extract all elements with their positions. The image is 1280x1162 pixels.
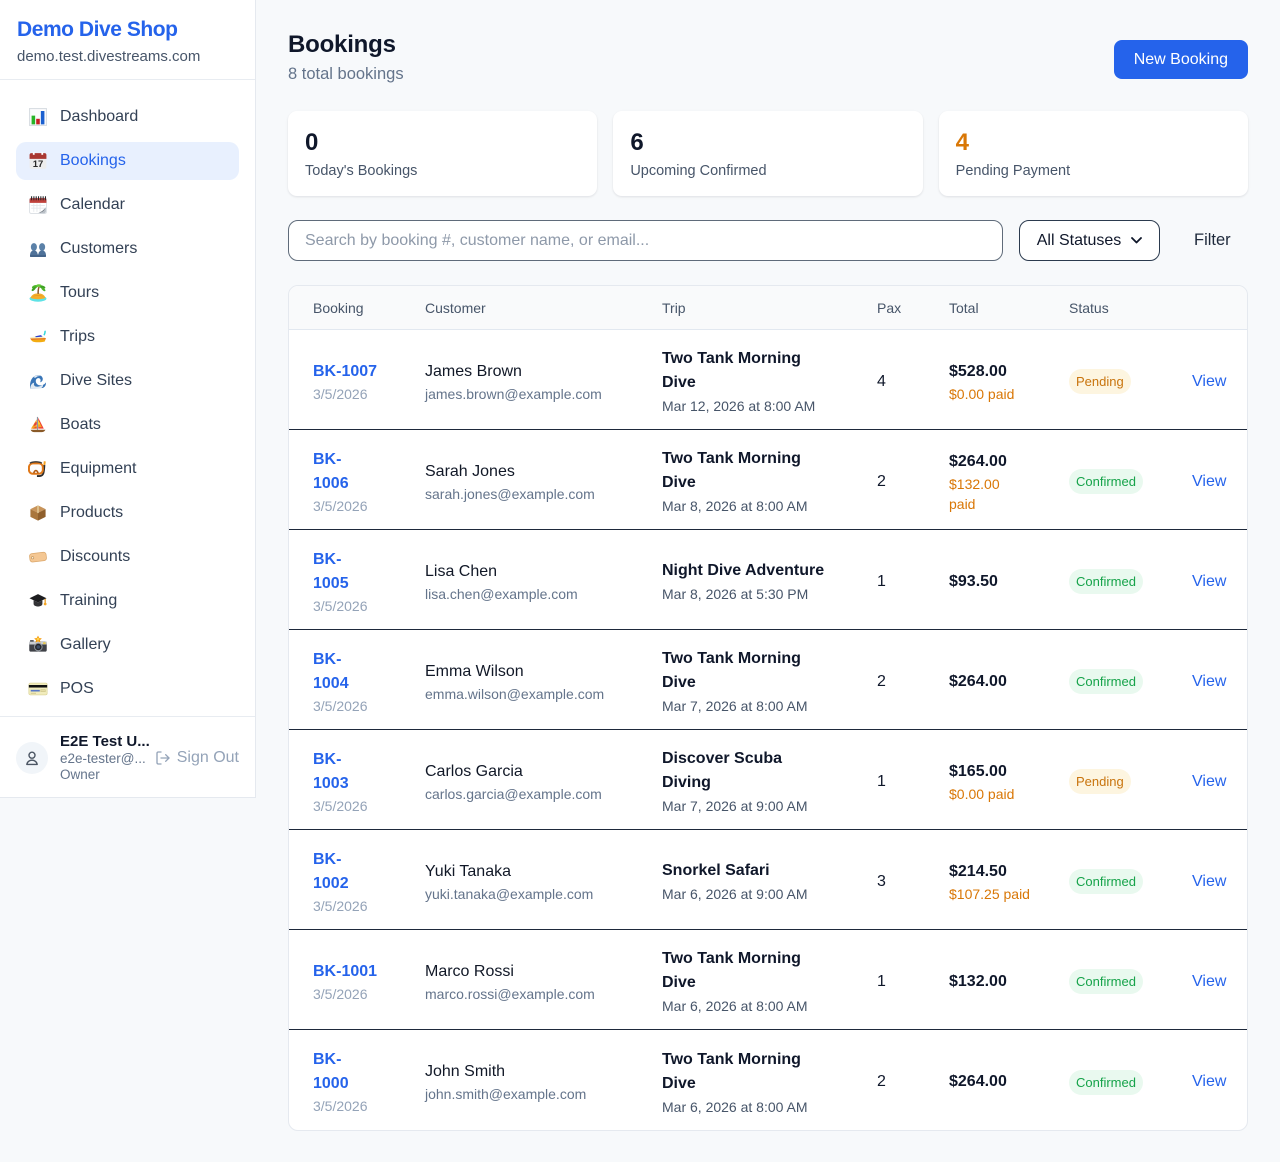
- svg-text:17: 17: [33, 159, 44, 170]
